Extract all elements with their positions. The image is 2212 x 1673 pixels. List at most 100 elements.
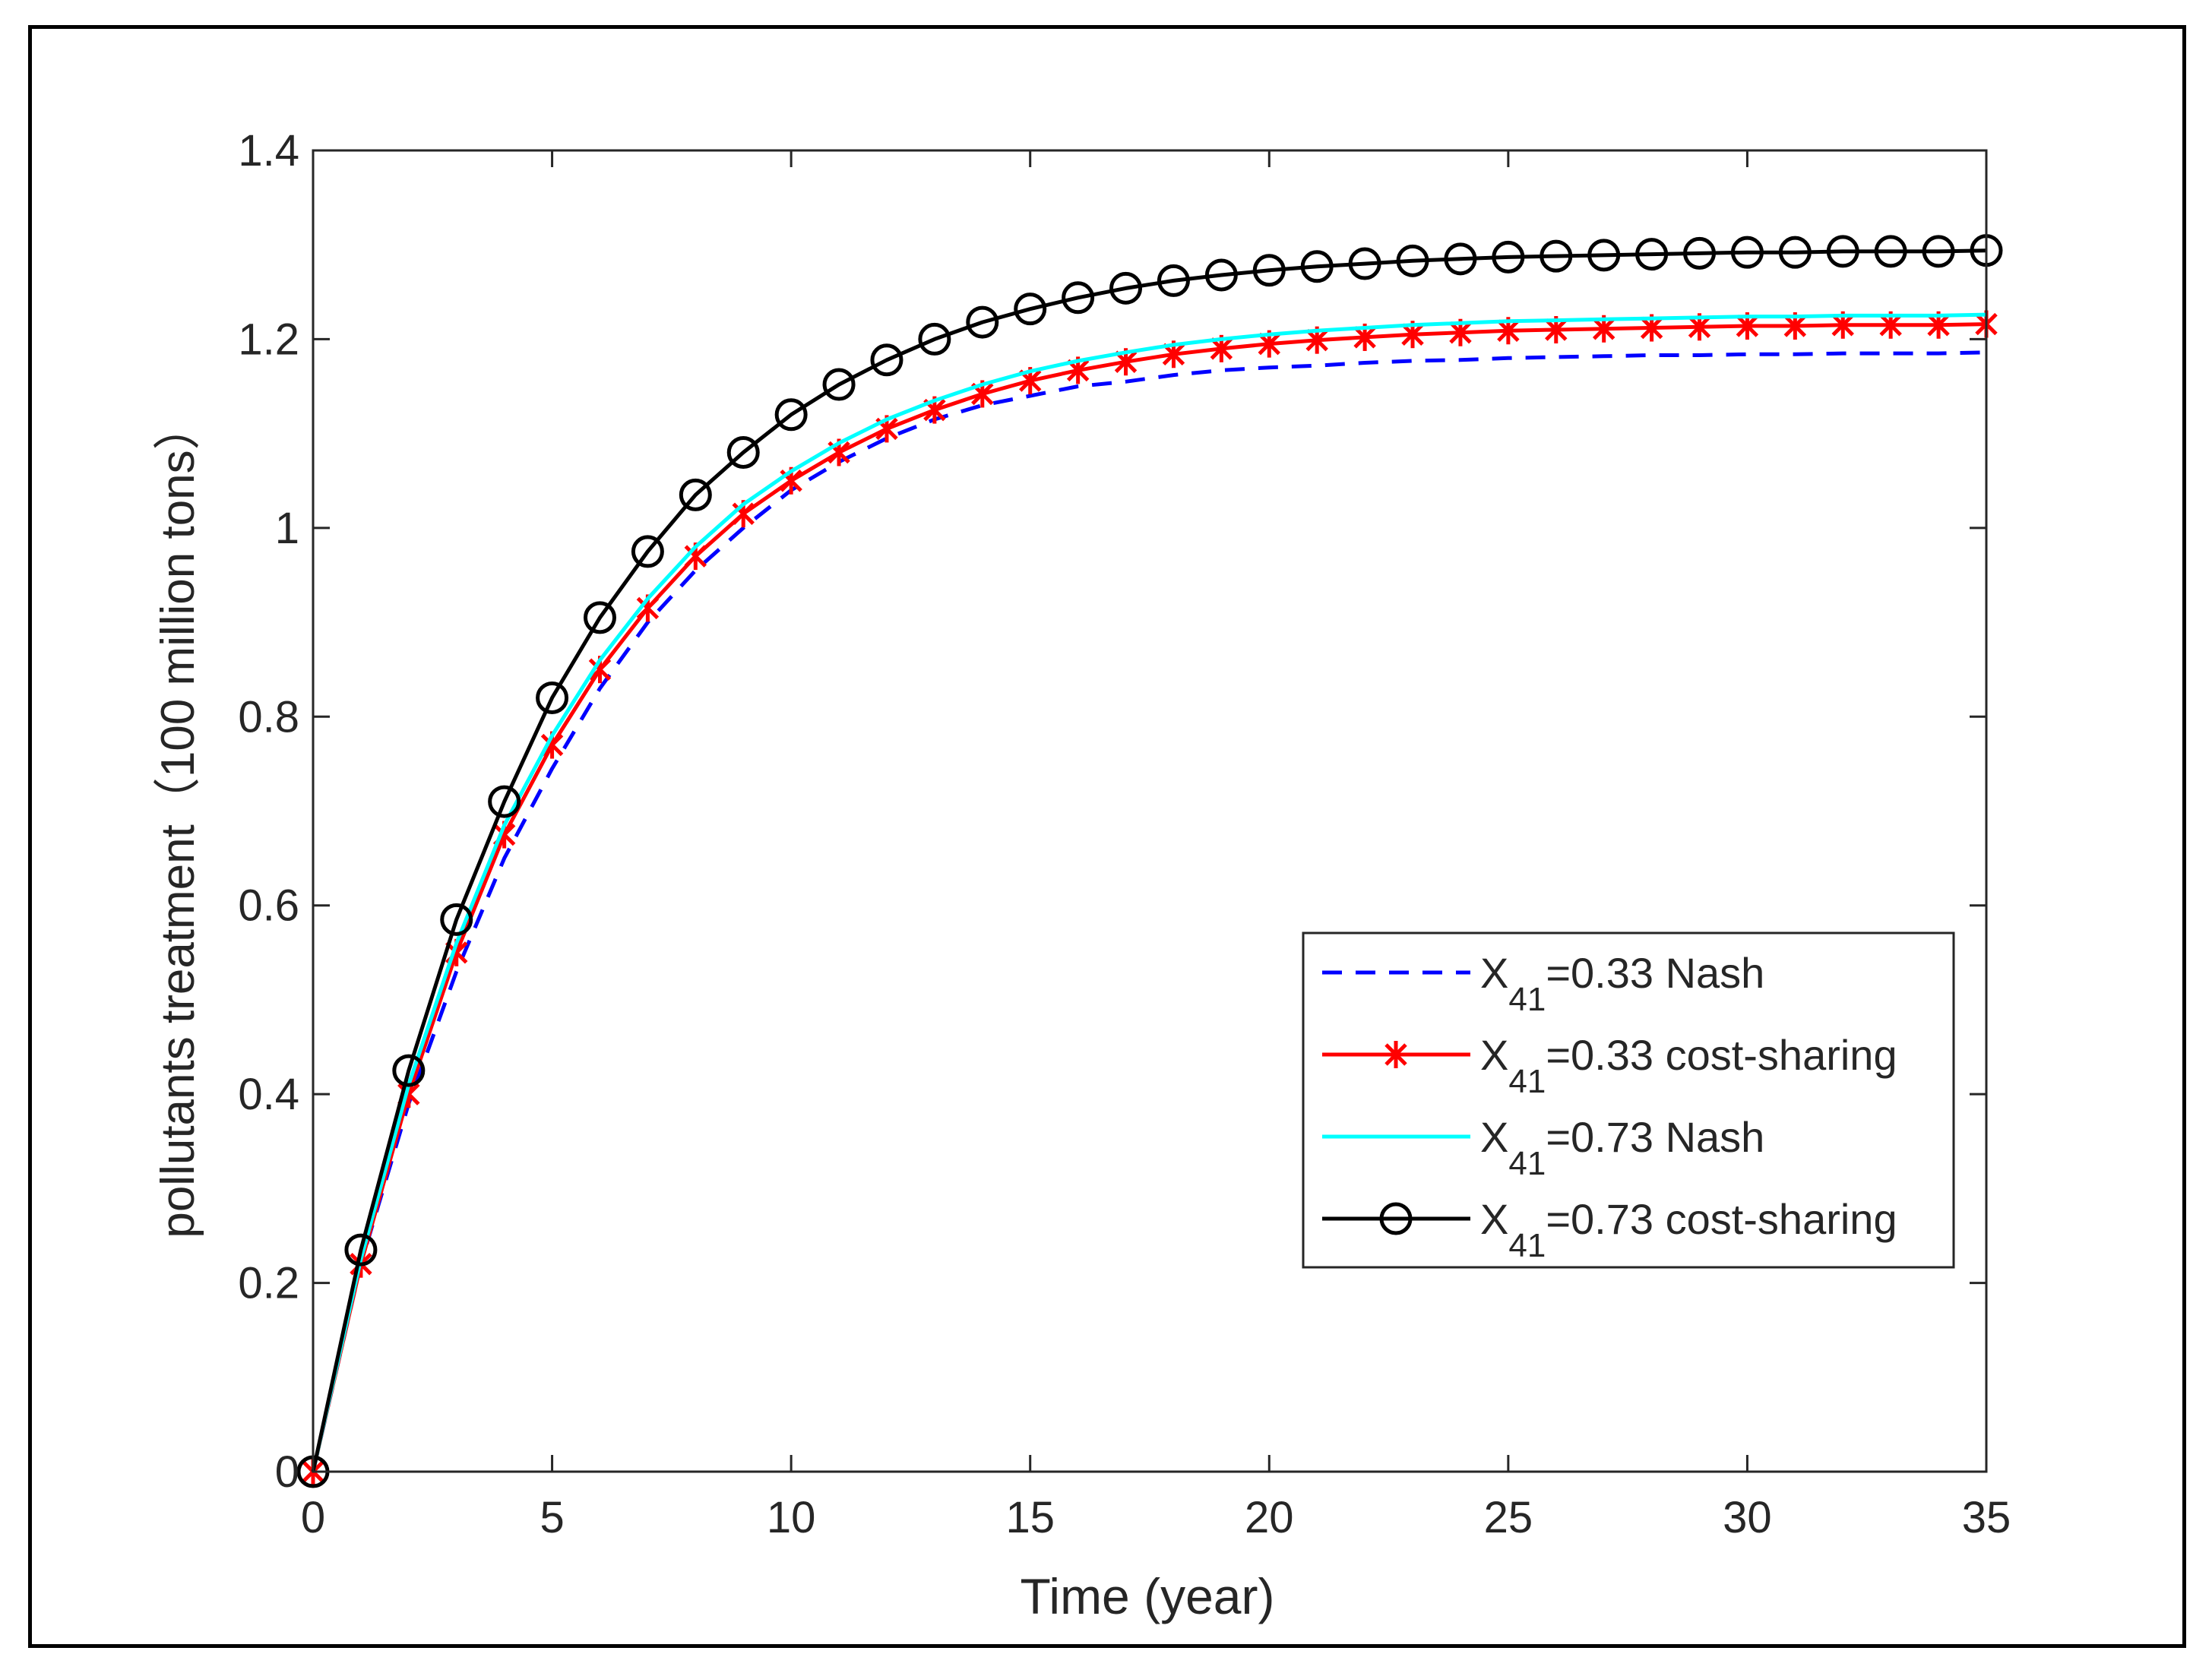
asterisk-stroke bbox=[1545, 318, 1568, 341]
data-point bbox=[1492, 240, 1525, 274]
asterisk-stroke bbox=[1831, 314, 1854, 337]
asterisk-stroke bbox=[1927, 314, 1950, 337]
data-point bbox=[344, 1233, 378, 1267]
asterisk-stroke bbox=[732, 502, 755, 525]
data-point bbox=[1348, 247, 1381, 280]
legend: X41=0.33 Nash X41=0.33 cost-sharing X41=0.… bbox=[1302, 931, 1955, 1269]
x-tick-label: 15 bbox=[1005, 1493, 1055, 1542]
data-point bbox=[440, 903, 473, 936]
asterisk-stroke bbox=[780, 470, 802, 492]
y-tick-label: 0.4 bbox=[238, 1070, 299, 1119]
series-line-3 bbox=[311, 312, 1987, 1472]
legend-label: X41=0.73 cost-sharing bbox=[1480, 1195, 1897, 1264]
asterisk-stroke bbox=[971, 382, 994, 406]
data-point bbox=[679, 478, 712, 511]
asterisk-stroke bbox=[684, 545, 707, 568]
axes-layer: 0 5 10 15 20 25 30 35 0 0.2 0.4 0.6 0.8 1 1.2 1.4 bbox=[238, 126, 2011, 1542]
asterisk-stroke bbox=[1305, 328, 1328, 352]
x-tick-label: 5 bbox=[540, 1493, 564, 1542]
asterisk-stroke bbox=[1210, 337, 1233, 360]
data-point bbox=[1587, 239, 1621, 272]
asterisk-stroke bbox=[1401, 323, 1424, 346]
asterisk-stroke bbox=[1592, 318, 1615, 340]
asterisk-stroke bbox=[875, 417, 898, 441]
series-line-2 bbox=[311, 322, 1987, 1472]
asterisk-stroke bbox=[1449, 321, 1472, 344]
asterisk-stroke bbox=[1688, 315, 1711, 339]
data-point bbox=[726, 435, 760, 469]
data-point bbox=[1540, 239, 1573, 273]
legend-entry-2: X41=0.33 cost-sharing bbox=[1322, 1031, 1897, 1100]
asterisk-stroke bbox=[588, 658, 612, 681]
data-point bbox=[1109, 271, 1143, 305]
data-point bbox=[1157, 264, 1190, 297]
x-axis-label: Time (year) bbox=[1021, 1568, 1275, 1624]
asterisk-stroke bbox=[1353, 326, 1376, 349]
legend-entry-4: X41=0.73 cost-sharing bbox=[1322, 1195, 1897, 1264]
y-tick-label: 0.8 bbox=[238, 692, 299, 742]
data-point bbox=[1922, 235, 1955, 268]
legend-box bbox=[1302, 931, 1955, 1269]
y-tick-label: 1.4 bbox=[238, 126, 299, 176]
x-tick-label: 0 bbox=[301, 1493, 325, 1542]
asterisk-stroke bbox=[828, 441, 850, 464]
data-point bbox=[631, 535, 664, 568]
y-tick-label: 1 bbox=[275, 504, 299, 553]
x-tick-label: 25 bbox=[1484, 1493, 1533, 1542]
y-axis-label: pollutants treatment（100 million tons） bbox=[152, 403, 204, 1238]
data-point bbox=[1014, 293, 1047, 326]
x-tick-label: 20 bbox=[1245, 1493, 1294, 1542]
asterisk-stroke bbox=[1497, 319, 1520, 342]
legend-marker bbox=[1384, 1041, 1407, 1068]
y-tick-label: 0.6 bbox=[238, 881, 299, 931]
asterisk-stroke bbox=[1258, 332, 1281, 356]
asterisk-stroke bbox=[1066, 359, 1090, 382]
asterisk-stroke bbox=[1640, 316, 1663, 340]
axes-box bbox=[312, 149, 1988, 1473]
data-point bbox=[392, 1054, 426, 1087]
y-tick-label: 0 bbox=[275, 1447, 299, 1497]
data-point bbox=[583, 601, 616, 634]
asterisk-stroke bbox=[923, 398, 946, 422]
asterisk-stroke bbox=[1879, 314, 1902, 337]
asterisk-stroke bbox=[1162, 343, 1185, 366]
data-point bbox=[774, 398, 808, 432]
x-tick-label: 30 bbox=[1723, 1493, 1772, 1542]
data-point bbox=[822, 368, 856, 401]
asterisk-stroke bbox=[1114, 350, 1138, 373]
data-point bbox=[966, 305, 999, 339]
data-point bbox=[918, 322, 951, 356]
data-point bbox=[1300, 250, 1334, 283]
y-tick-label: 0.2 bbox=[238, 1259, 299, 1308]
x-tick-label: 10 bbox=[767, 1493, 816, 1542]
legend-label: X41=0.33 cost-sharing bbox=[1480, 1031, 1897, 1100]
data-point bbox=[1683, 236, 1717, 270]
data-point bbox=[1778, 236, 1812, 269]
data-point bbox=[870, 343, 903, 377]
legend-marker bbox=[1379, 1202, 1413, 1235]
legend-label: X41=0.33 Nash bbox=[1480, 949, 1764, 1018]
data-point bbox=[1826, 235, 1859, 268]
asterisk-stroke bbox=[1018, 369, 1042, 392]
data-point bbox=[1396, 244, 1429, 277]
asterisk-stroke bbox=[636, 596, 660, 620]
asterisk-stroke bbox=[1384, 1043, 1407, 1066]
x-tick-label: 35 bbox=[1962, 1493, 2011, 1542]
data-point bbox=[1635, 238, 1669, 271]
asterisk-stroke bbox=[1736, 315, 1759, 337]
legend-entry-1: X41=0.33 Nash bbox=[1322, 949, 1764, 1018]
series-line-1 bbox=[311, 350, 1987, 1472]
series-1 bbox=[311, 350, 1987, 1472]
data-point bbox=[1252, 254, 1286, 287]
asterisk-stroke bbox=[1783, 315, 1807, 337]
data-point bbox=[1062, 281, 1095, 315]
y-tick-label: 1.2 bbox=[238, 315, 299, 364]
data-point bbox=[1444, 242, 1477, 276]
data-point bbox=[488, 785, 521, 818]
legend-label: X41=0.73 Nash bbox=[1480, 1113, 1764, 1182]
data-point bbox=[1204, 258, 1238, 292]
series-3 bbox=[311, 312, 1987, 1472]
data-point bbox=[536, 681, 569, 714]
data-point bbox=[1730, 236, 1764, 269]
